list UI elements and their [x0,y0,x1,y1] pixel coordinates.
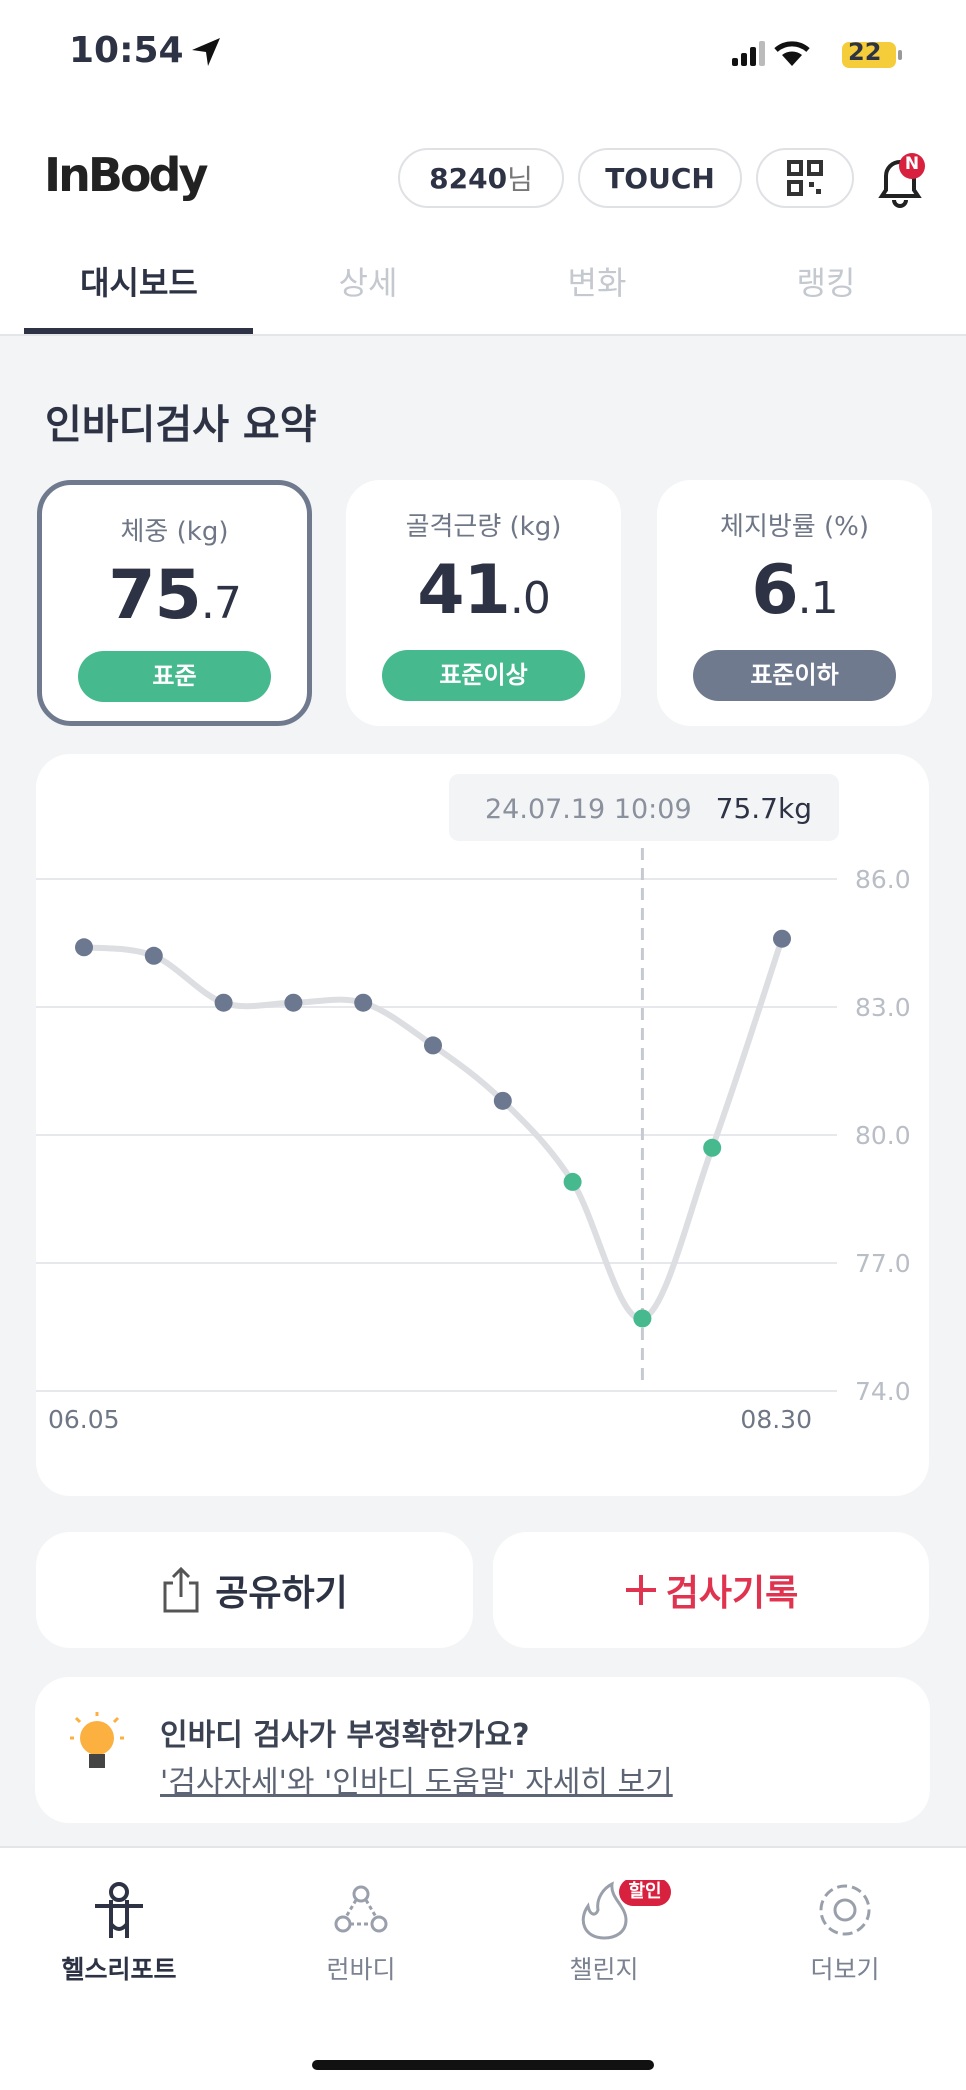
status-pill: 표준이하 [693,650,896,701]
qr-pill[interactable] [756,148,854,208]
y-tick-label: 86.0 [855,865,911,894]
home-indicator [312,2060,654,2070]
y-tick-label: 74.0 [855,1377,911,1406]
nav-label[interactable]: 런바디 [326,1955,396,1984]
status-icons [732,41,902,68]
touch-pill[interactable]: TOUCH [578,148,742,208]
info-title: 인바디 검사가 부정확한가요? [160,1718,530,1753]
value-int: 41 [417,551,511,630]
bell-icon[interactable] [872,150,932,210]
value-int: 6 [751,551,798,630]
status-pill: 표준이상 [382,650,585,701]
tab[interactable]: 랭킹 [796,264,856,302]
value-dec: .0 [509,573,551,624]
x-tick-label: 08.30 [740,1405,812,1434]
nav-label[interactable]: 헬스리포트 [61,1955,177,1984]
user-suffix: 님 [507,163,533,196]
nav-label[interactable]: 더보기 [810,1955,880,1984]
data-point [424,1036,442,1055]
card-value: 6.1 [657,551,932,630]
card-value: 41.0 [346,551,621,630]
status-pill: 표준 [78,651,271,702]
bulb-icon [70,1712,124,1768]
share-button[interactable]: 공유하기 [36,1532,473,1648]
x-tick-label: 06.05 [48,1405,120,1434]
nav-badge: 할인 [628,1881,662,1902]
chart: 74.0 77.0 80.0 83.0 86.0 06.05 08.30 24.07.19 1… [36,774,911,1434]
data-point [214,993,233,1012]
share-icon [163,1567,199,1613]
data-point [284,993,303,1012]
y-tick-label: 80.0 [855,1121,911,1150]
bottom-nav [0,1846,966,2090]
tooltip-value: 75.7kg [716,792,812,825]
share-label: 공유하기 [215,1573,348,1614]
data-point [144,946,163,965]
tooltip-date: 24.07.19 10:09 [485,794,692,825]
record-button[interactable]: 검사기록 [493,1532,929,1648]
tab[interactable]: 대시보드 [80,264,198,302]
value-dec: .1 [797,573,839,624]
user-pill[interactable]: 8240 님 [398,148,564,208]
card-label: 체중 (kg) [120,517,229,547]
tooltip [449,774,839,841]
qr-icon [787,160,823,196]
tab[interactable]: 상세 [338,264,398,302]
summary-card[interactable]: 체중 (kg) 75.7 표준 [37,480,312,726]
tab-indicator [24,328,253,334]
trend-line [83,937,785,1322]
y-tick-label: 83.0 [855,993,911,1022]
y-tick-label: 77.0 [855,1249,911,1278]
time: 10:54 [69,30,184,71]
plus-icon [625,1575,656,1605]
value-dec: .7 [200,578,242,629]
data-point [703,1138,722,1157]
section-title: 인바디검사 요약 [45,402,317,448]
card-label: 골격근량 (kg) [405,512,562,542]
data-point [633,1309,652,1328]
data-point [773,929,791,948]
chart-card [36,754,929,1496]
card-label: 체지방률 (%) [720,512,869,542]
summary-card[interactable]: 골격근량 (kg) 41.0 표준이상 [346,480,621,726]
value-int: 75 [108,556,202,635]
data-point [493,1091,512,1110]
logo[interactable]: InBody [44,148,208,202]
battery: 22 [848,38,882,66]
nav-icons [95,1880,871,1940]
info-link[interactable]: '검사자세'와 '인바디 도움말' 자세히 보기 [160,1765,673,1800]
record-label: 검사기록 [665,1573,799,1614]
data-point [75,938,93,957]
card-value: 75.7 [42,556,307,635]
tab[interactable]: 변화 [567,264,627,302]
data-point [354,993,373,1012]
nav-label[interactable]: 챌린지 [569,1955,639,1984]
summary-card[interactable]: 체지방률 (%) 6.1 표준이하 [657,480,932,726]
data-point [563,1172,582,1191]
location-icon [192,38,220,66]
user-id: 8240 [429,161,508,195]
info-card [35,1677,930,1823]
bell-badge: N [904,154,920,174]
